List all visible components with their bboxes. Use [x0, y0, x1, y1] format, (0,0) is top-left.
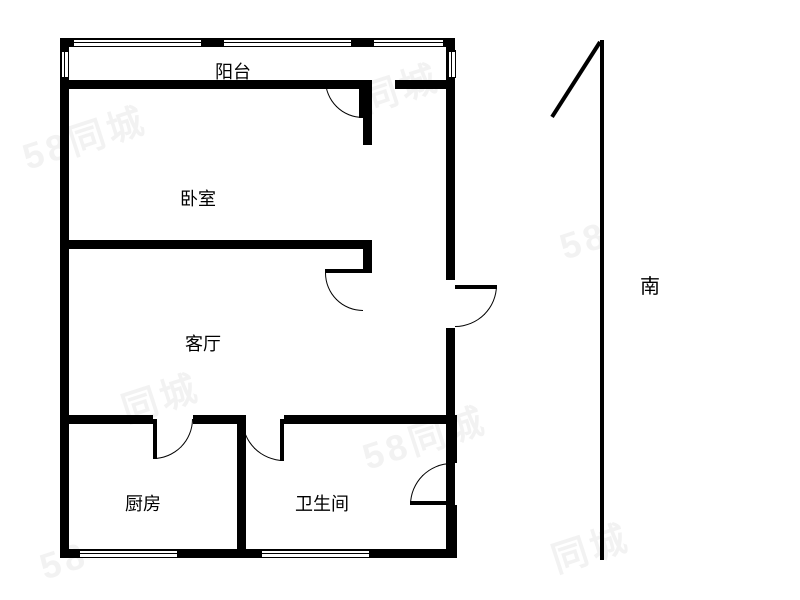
window-tick: [177, 549, 179, 558]
label-kitchen: 厨房: [125, 490, 161, 516]
window-tick: [447, 50, 456, 52]
label-bathroom: 卫生间: [295, 490, 349, 516]
door-arc: [242, 419, 284, 461]
wall-h-4: [193, 415, 242, 424]
window-tick: [351, 38, 353, 47]
window-frame: [372, 46, 444, 48]
wall-v-0: [363, 80, 372, 145]
wall-h-0: [60, 80, 360, 89]
window-mid: [260, 553, 370, 555]
label-living: 客厅: [185, 330, 221, 356]
door-arc: [153, 419, 193, 459]
window-frame: [60, 50, 62, 78]
compass-label: 南: [640, 270, 660, 299]
wall-v-3: [448, 415, 457, 463]
door-arc: [455, 285, 497, 327]
watermark: 58同城: [355, 391, 493, 480]
window-frame: [78, 549, 178, 551]
door-leaf-0: [359, 80, 363, 118]
door-leaf-3: [280, 419, 284, 461]
window-frame: [72, 46, 202, 48]
door-leaf-1: [325, 269, 363, 273]
window-tick: [447, 77, 456, 79]
window-tick: [72, 38, 74, 47]
window-mid: [64, 50, 66, 78]
window-frame: [222, 46, 352, 48]
wall-h-5: [284, 415, 455, 424]
wall-v-2: [237, 415, 246, 558]
watermark: 58: [555, 214, 614, 269]
window-frame: [455, 50, 457, 78]
compass-main-line: [600, 40, 604, 560]
window-mid: [72, 42, 202, 44]
window-tick: [443, 38, 445, 47]
window-mid: [222, 42, 352, 44]
window-mid: [372, 42, 444, 44]
wall-v-4: [448, 505, 457, 558]
window-mid: [78, 553, 178, 555]
window-tick: [201, 38, 203, 47]
window-tick: [78, 549, 80, 558]
window-tick: [60, 50, 69, 52]
window-frame: [78, 557, 178, 559]
wall-h-2: [60, 240, 370, 249]
label-bedroom: 卧室: [180, 185, 216, 211]
window-frame: [372, 38, 444, 40]
door-arc: [325, 273, 363, 311]
window-mid: [451, 50, 453, 78]
wall-h-3: [60, 415, 153, 424]
compass-arrow-line: [550, 41, 601, 118]
door-leaf-4: [410, 501, 452, 505]
door-arc: [410, 463, 452, 505]
window-tick: [60, 77, 69, 79]
window-tick: [372, 38, 374, 47]
window-frame: [447, 50, 449, 78]
watermark: 58同城: [15, 91, 153, 180]
label-balcony: 阳台: [215, 58, 251, 84]
window-tick: [222, 38, 224, 47]
door-arc: [325, 80, 363, 118]
wall-v-1: [363, 240, 372, 273]
window-frame: [68, 50, 70, 78]
window-tick: [260, 549, 262, 558]
window-tick: [369, 549, 371, 558]
window-frame: [260, 549, 370, 551]
window-frame: [260, 557, 370, 559]
wall-outer-left: [60, 38, 69, 558]
wall-h-1: [395, 80, 455, 89]
window-frame: [222, 38, 352, 40]
front-door-leaf: [455, 285, 497, 289]
window-frame: [72, 38, 202, 40]
door-leaf-2: [153, 419, 157, 459]
watermark: 同城: [544, 509, 636, 583]
